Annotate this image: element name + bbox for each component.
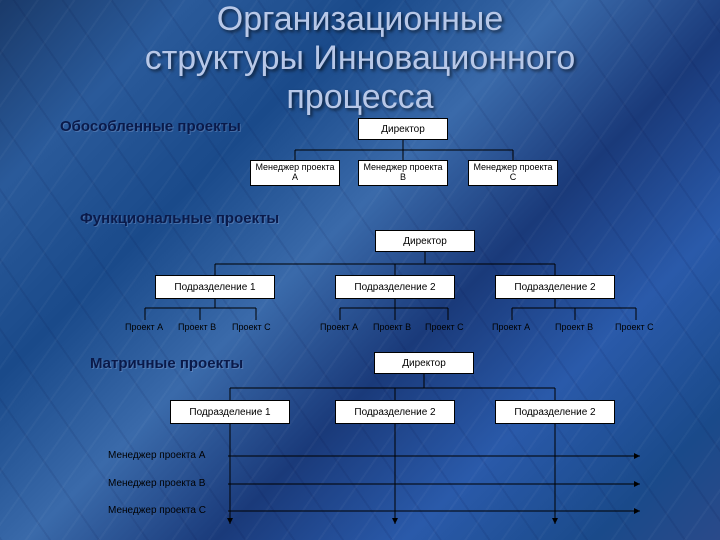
- box-manager-b: Менеджер проекта B: [358, 160, 448, 186]
- proj-g1-b: Проект B: [178, 322, 216, 332]
- slide-title: Организационные структуры Инновационного…: [0, 0, 720, 117]
- proj-g3-c: Проект C: [615, 322, 654, 332]
- section-functional-label: Функциональные проекты: [80, 210, 279, 227]
- slide: Организационные структуры Инновационного…: [0, 0, 720, 540]
- box-unit-2-3: Подразделение 2: [495, 275, 615, 299]
- box-director-3: Директор: [374, 352, 474, 374]
- proj-g2-c: Проект C: [425, 322, 464, 332]
- box-unit-2-1: Подразделение 1: [155, 275, 275, 299]
- box-director-1: Директор: [358, 118, 448, 140]
- proj-g3-a: Проект A: [492, 322, 530, 332]
- box-unit-3-1: Подразделение 1: [170, 400, 290, 424]
- box-manager-a: Менеджер проекта A: [250, 160, 340, 186]
- section-matrix-label: Матричные проекты: [90, 355, 243, 372]
- matrix-manager-b: Менеджер проекта B: [108, 478, 205, 489]
- proj-g2-b: Проект B: [373, 322, 411, 332]
- proj-g1-c: Проект C: [232, 322, 271, 332]
- box-unit-3-3: Подразделение 2: [495, 400, 615, 424]
- title-line-1: Организационные: [217, 0, 503, 38]
- proj-g3-b: Проект B: [555, 322, 593, 332]
- box-director-2: Директор: [375, 230, 475, 252]
- title-line-2: структуры Инновационного: [145, 39, 576, 77]
- box-unit-2-2: Подразделение 2: [335, 275, 455, 299]
- proj-g2-a: Проект A: [320, 322, 358, 332]
- box-manager-c: Менеджер проекта C: [468, 160, 558, 186]
- title-line-3: процесса: [286, 78, 433, 116]
- proj-g1-a: Проект A: [125, 322, 163, 332]
- box-unit-3-2: Подразделение 2: [335, 400, 455, 424]
- section-isolated-label: Обособленные проекты: [60, 118, 241, 135]
- matrix-manager-c: Менеджер проекта C: [108, 505, 206, 516]
- matrix-manager-a: Менеджер проекта A: [108, 450, 205, 461]
